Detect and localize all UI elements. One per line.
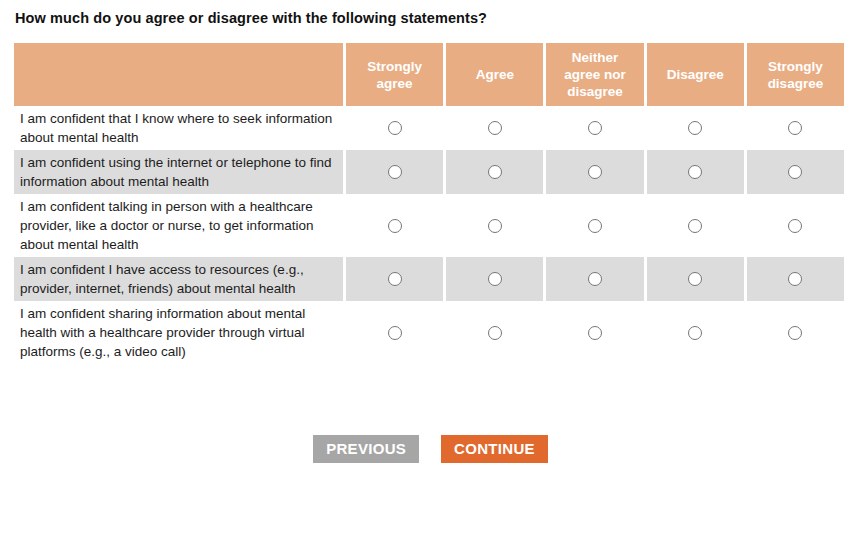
- radio-r1-strongly-agree[interactable]: [388, 121, 402, 135]
- radio-r1-neither[interactable]: [588, 121, 602, 135]
- radio-r5-disagree[interactable]: [688, 326, 702, 340]
- radio-r1-agree[interactable]: [488, 121, 502, 135]
- radio-r2-disagree[interactable]: [688, 165, 702, 179]
- header-neither-agree-nor-disagree: Neither agree nor disagree: [543, 43, 643, 106]
- radio-r4-strongly-agree[interactable]: [388, 272, 402, 286]
- radio-r4-disagree[interactable]: [688, 272, 702, 286]
- navigation-buttons: PREVIOUS CONTINUE: [0, 435, 861, 463]
- statement-sharing-virtual-platforms: I am confident sharing information about…: [14, 301, 343, 364]
- header-agree: Agree: [443, 43, 543, 106]
- continue-button[interactable]: CONTINUE: [441, 435, 548, 463]
- statement-access-to-resources: I am confident I have access to resource…: [14, 257, 343, 301]
- radio-r5-strongly-agree[interactable]: [388, 326, 402, 340]
- table-row: I am confident talking in person with a …: [14, 194, 844, 257]
- table-row: I am confident using the internet or tel…: [14, 150, 844, 194]
- radio-r2-strongly-agree[interactable]: [388, 165, 402, 179]
- table-row: I am confident sharing information about…: [14, 301, 844, 364]
- header-corner-cell: [14, 43, 343, 106]
- survey-page: How much do you agree or disagree with t…: [0, 0, 861, 549]
- radio-r3-strongly-disagree[interactable]: [788, 219, 802, 233]
- radio-r1-disagree[interactable]: [688, 121, 702, 135]
- question-title: How much do you agree or disagree with t…: [0, 0, 861, 26]
- table-row: I am confident that I know where to seek…: [14, 106, 844, 150]
- radio-r2-strongly-disagree[interactable]: [788, 165, 802, 179]
- header-disagree: Disagree: [644, 43, 744, 106]
- radio-r2-neither[interactable]: [588, 165, 602, 179]
- radio-r4-neither[interactable]: [588, 272, 602, 286]
- radio-r3-neither[interactable]: [588, 219, 602, 233]
- header-strongly-agree: Strongly agree: [343, 43, 443, 106]
- radio-r2-agree[interactable]: [488, 165, 502, 179]
- radio-r4-strongly-disagree[interactable]: [788, 272, 802, 286]
- radio-r4-agree[interactable]: [488, 272, 502, 286]
- likert-matrix-table: Strongly agree Agree Neither agree nor d…: [14, 43, 844, 364]
- header-strongly-disagree: Strongly disagree: [744, 43, 844, 106]
- previous-button[interactable]: PREVIOUS: [313, 435, 419, 463]
- statement-internet-telephone: I am confident using the internet or tel…: [14, 150, 343, 194]
- statement-talking-in-person: I am confident talking in person with a …: [14, 194, 343, 257]
- table-row: I am confident I have access to resource…: [14, 257, 844, 301]
- radio-r3-agree[interactable]: [488, 219, 502, 233]
- radio-r5-strongly-disagree[interactable]: [788, 326, 802, 340]
- radio-r3-strongly-agree[interactable]: [388, 219, 402, 233]
- radio-r5-neither[interactable]: [588, 326, 602, 340]
- statement-seek-information: I am confident that I know where to seek…: [14, 106, 343, 150]
- radio-r5-agree[interactable]: [488, 326, 502, 340]
- table-header-row: Strongly agree Agree Neither agree nor d…: [14, 43, 844, 106]
- radio-r1-strongly-disagree[interactable]: [788, 121, 802, 135]
- radio-r3-disagree[interactable]: [688, 219, 702, 233]
